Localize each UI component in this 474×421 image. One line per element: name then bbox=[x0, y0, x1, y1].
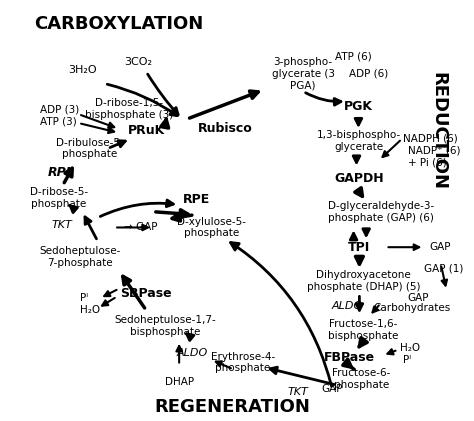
Text: Fructose-6-
phosphate: Fructose-6- phosphate bbox=[332, 368, 391, 390]
Text: TKT: TKT bbox=[52, 219, 73, 229]
Text: D-glyceraldehyde-3-
phosphate (GAP) (6): D-glyceraldehyde-3- phosphate (GAP) (6) bbox=[328, 201, 434, 223]
Text: FBPase: FBPase bbox=[324, 351, 375, 364]
Text: REDUCTION: REDUCTION bbox=[430, 72, 448, 190]
Text: NADP⁺ (6): NADP⁺ (6) bbox=[408, 146, 460, 156]
Text: PGK: PGK bbox=[344, 100, 373, 113]
Text: 3H₂O: 3H₂O bbox=[68, 65, 97, 75]
Text: H₂O: H₂O bbox=[400, 343, 420, 353]
Text: PRuK: PRuK bbox=[128, 124, 165, 137]
Text: Pᴵ: Pᴵ bbox=[403, 354, 411, 365]
Text: ADP (6): ADP (6) bbox=[349, 69, 389, 79]
Text: Rubisco: Rubisco bbox=[198, 123, 253, 136]
Text: CARBOXYLATION: CARBOXYLATION bbox=[35, 16, 204, 33]
Text: NADPH (6): NADPH (6) bbox=[403, 134, 458, 144]
Text: RPI: RPI bbox=[47, 166, 71, 179]
Text: GAP: GAP bbox=[408, 293, 429, 304]
Text: GAPDH: GAPDH bbox=[335, 172, 384, 185]
Text: 1,3-bisphospho-
glycerate: 1,3-bisphospho- glycerate bbox=[317, 130, 401, 152]
Text: ATP (3): ATP (3) bbox=[40, 116, 76, 126]
Text: ALDO: ALDO bbox=[176, 348, 207, 358]
Text: Sedoheptulose-1,7-
bisphosphate: Sedoheptulose-1,7- bisphosphate bbox=[115, 315, 217, 337]
Text: Dihydroxyacetone
phosphate (DHAP) (5): Dihydroxyacetone phosphate (DHAP) (5) bbox=[307, 270, 420, 291]
Text: Carbohydrates: Carbohydrates bbox=[373, 303, 450, 313]
Text: D-ribulose-5-
phosphate: D-ribulose-5- phosphate bbox=[56, 138, 124, 160]
Text: TKT: TKT bbox=[287, 387, 308, 397]
Text: Erythrose-4-
phosphate: Erythrose-4- phosphate bbox=[211, 352, 275, 373]
Text: GAP: GAP bbox=[429, 242, 451, 252]
Text: H₂O: H₂O bbox=[80, 305, 100, 315]
Text: 3CO₂: 3CO₂ bbox=[125, 57, 153, 67]
Text: 3-phospho-
glycerate (3
PGA): 3-phospho- glycerate (3 PGA) bbox=[272, 57, 335, 91]
Text: D-ribose-5-
phosphate: D-ribose-5- phosphate bbox=[30, 187, 88, 209]
Text: ADP (3): ADP (3) bbox=[40, 104, 79, 114]
Text: + Pi (6): + Pi (6) bbox=[408, 157, 447, 168]
Text: TPI: TPI bbox=[348, 241, 371, 254]
Text: GAP (1): GAP (1) bbox=[424, 264, 464, 274]
Text: ALDO: ALDO bbox=[331, 301, 363, 311]
Text: GAP: GAP bbox=[321, 384, 343, 394]
Text: Sedoheptulose-
7-phosphate: Sedoheptulose- 7-phosphate bbox=[40, 246, 121, 268]
Text: D-ribose-1,5-
bisphosphate (3): D-ribose-1,5- bisphosphate (3) bbox=[85, 99, 173, 120]
Text: → GAP: → GAP bbox=[124, 222, 157, 232]
Text: ATP (6): ATP (6) bbox=[335, 52, 372, 62]
Text: Fructose-1,6-
bisphosphate: Fructose-1,6- bisphosphate bbox=[328, 319, 399, 341]
Text: RPE: RPE bbox=[183, 193, 210, 206]
Text: D-xylulose-5-
phosphate: D-xylulose-5- phosphate bbox=[177, 217, 246, 238]
Text: REGENERATION: REGENERATION bbox=[155, 398, 310, 416]
Text: SBPase: SBPase bbox=[120, 287, 172, 300]
Text: Pᴵ: Pᴵ bbox=[80, 293, 88, 304]
Text: DHAP: DHAP bbox=[164, 377, 194, 387]
